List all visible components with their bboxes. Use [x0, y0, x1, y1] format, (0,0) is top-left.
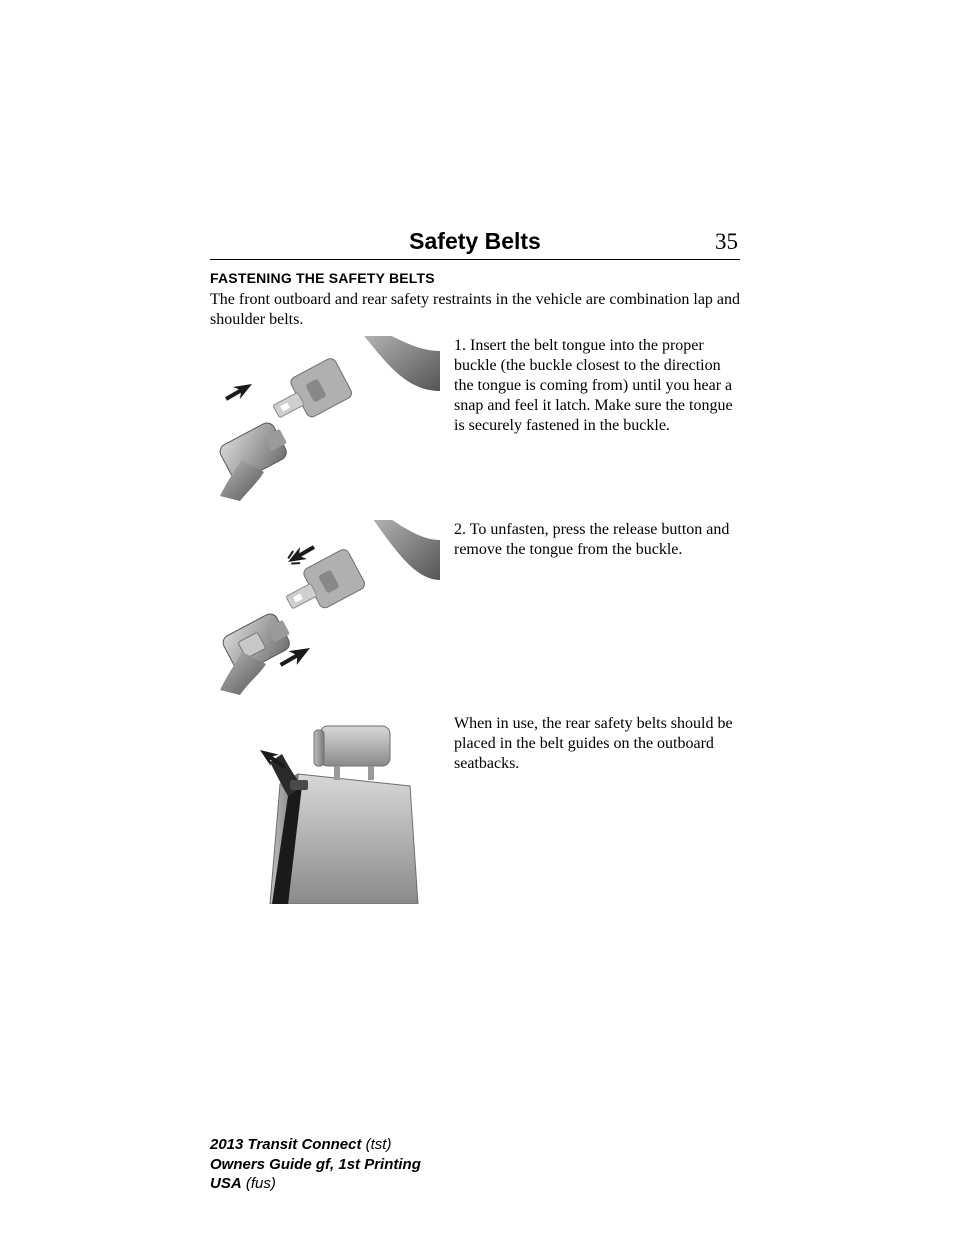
footer-region-code: (fus) [242, 1175, 276, 1192]
step-text: 1. Insert the belt tongue into the prope… [454, 336, 740, 506]
unfasten-belt-illustration [210, 520, 440, 700]
fasten-belt-illustration [210, 336, 440, 506]
section-heading: FASTENING THE SAFETY BELTS [210, 270, 740, 286]
footer-line: Owners Guide gf, 1st Printing [210, 1155, 740, 1175]
page-footer: 2013 Transit Connect (tst) Owners Guide … [210, 1135, 740, 1194]
rear-belt-guide-illustration [210, 714, 440, 909]
footer-guide: Owners Guide gf, 1st Printing [210, 1156, 421, 1173]
step-row: 2. To unfasten, press the release button… [210, 520, 740, 700]
footer-code: (tst) [361, 1136, 391, 1153]
step-text: When in use, the rear safety belts shoul… [454, 714, 740, 909]
document-page: Safety Belts 35 FASTENING THE SAFETY BEL… [0, 0, 954, 1235]
footer-model: 2013 Transit Connect [210, 1136, 361, 1153]
step-row: When in use, the rear safety belts shoul… [210, 714, 740, 909]
running-header: Safety Belts 35 [210, 228, 740, 260]
step-row: 1. Insert the belt tongue into the prope… [210, 336, 740, 506]
page-number: 35 [678, 229, 738, 255]
footer-line: USA (fus) [210, 1174, 740, 1194]
step-text: 2. To unfasten, press the release button… [454, 520, 740, 700]
footer-line: 2013 Transit Connect (tst) [210, 1135, 740, 1155]
chapter-title: Safety Belts [272, 228, 678, 255]
section-intro: The front outboard and rear safety restr… [210, 290, 740, 330]
footer-region: USA [210, 1175, 242, 1192]
page-content: Safety Belts 35 FASTENING THE SAFETY BEL… [210, 228, 740, 923]
